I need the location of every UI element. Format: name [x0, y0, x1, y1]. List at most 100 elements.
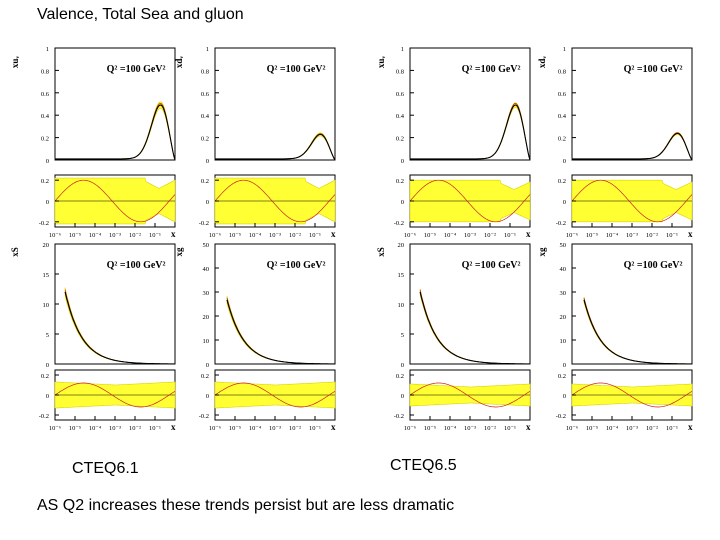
- set0-panel1-ratio-ytick-label: 0.2: [201, 178, 209, 185]
- set0-panel3-ytick-label: 10: [203, 338, 210, 345]
- set1-panel3-ytick-label: 10: [560, 338, 567, 345]
- set1-panel2-ratio-ytick-label: 0: [401, 393, 404, 400]
- set1-panel1-ratio-ytick-label: -0.2: [556, 220, 566, 227]
- set1-panel1-central-curve: [572, 132, 693, 161]
- set1-panel2-ytick-label: 5: [401, 332, 404, 339]
- set0-panel1-ytick-label: 0.8: [201, 68, 209, 75]
- set0-panel3-xtick-label: 10⁻⁵: [229, 425, 241, 432]
- set0-panel0-ytick-label: 0: [46, 158, 49, 165]
- set1-panel2-ytick-label: 20: [398, 242, 405, 249]
- set1-panel0-ratio-alt: [409, 179, 531, 223]
- set0-panel2-ratio-alt: [54, 382, 176, 408]
- set0-panel1-xtick-label: 10⁻⁶: [209, 232, 221, 239]
- set0-panel2-xtick-label: 10⁻⁶: [49, 425, 61, 432]
- set0-panel1-ytick-label: 1: [206, 46, 209, 53]
- set1-panel1-ytick-label: 0.4: [558, 113, 567, 120]
- set1-panel2-xtick-label: 10⁻⁵: [424, 425, 436, 432]
- set0-panel0-ytick-label: 0.2: [41, 136, 49, 143]
- set1-panel3-central-curve: [583, 299, 692, 365]
- set0-panel0-ytick-label: 0.4: [41, 113, 50, 120]
- set1-panel1-ratio-ytick-label: 0.2: [558, 178, 566, 185]
- set1-panel1-ytick-label: 0.6: [558, 91, 567, 98]
- set0-panel3-ytick-label: 20: [203, 314, 210, 321]
- set0-panel3-scale-label: Q² =100 GeV²: [267, 260, 326, 271]
- set0-panel2-ratio-ytick-label: 0: [46, 393, 49, 400]
- set0-panel0-ratio-alt: [54, 179, 176, 223]
- set1-panel2-ratio-ytick-label: -0.2: [394, 413, 404, 420]
- set0-panel2-ytick-label: 15: [43, 272, 50, 279]
- set0-panel1-ytick-label: 0.4: [201, 113, 210, 120]
- set1-panel1-ytick-label: 0.2: [558, 136, 566, 143]
- set1-panel1-ytick-label: 0.8: [558, 68, 566, 75]
- set1-panel2-xtick-label: 10⁻⁶: [404, 425, 416, 432]
- set0-panel1-xtick-label: 10⁻⁵: [229, 232, 241, 239]
- set0-panel0-ytick-label: 0.6: [41, 91, 50, 98]
- set0-panel3-ratio-ytick-label: 0.2: [201, 373, 209, 380]
- set1-panel3-ratio-alt: [571, 382, 693, 408]
- set0-panel0-ratio-ytick-label: -0.2: [39, 220, 49, 227]
- set0-panel2-xtick-label: 10⁻⁴: [89, 425, 102, 432]
- set1-panel3-xlabel: x: [688, 422, 693, 432]
- set1-panel2-xtick-label: 10⁻²: [484, 425, 496, 432]
- set0-panel1-ytick-label: 0.2: [201, 136, 209, 143]
- set0-panel2-xtick-label: 10⁻⁵: [69, 425, 81, 432]
- label-cteq61: CTEQ6.1: [72, 460, 139, 477]
- set0-panel3-main-frame: [214, 243, 336, 365]
- set0-panel0-scale-label: Q² =100 GeV²: [107, 64, 166, 75]
- set0-panel2-xlabel: x: [171, 422, 176, 432]
- set1-panel1-ylabel: xdᵥ: [537, 56, 547, 69]
- set0-panel1-xtick-label: 10⁻¹: [309, 232, 321, 239]
- set1-panel2-ylabel: xS: [376, 247, 386, 257]
- set0-panel0-xtick-label: 10⁻⁴: [89, 232, 102, 239]
- set0-panel0-main-frame: [54, 47, 176, 161]
- set1-panel1-ytick-label: 1: [563, 46, 566, 53]
- set1-panel3-ratio-ytick-label: 0: [563, 393, 566, 400]
- set1-panel3-xtick-label: 10⁻²: [646, 425, 658, 432]
- set0-panel2-ytick-label: 0: [46, 362, 49, 369]
- set1-panel3-ytick-label: 30: [560, 290, 567, 297]
- set0-panel2-xtick-label: 10⁻²: [129, 425, 141, 432]
- set1-panel3-xtick-label: 10⁻⁴: [606, 425, 619, 432]
- set1-panel0-scale-label: Q² =100 GeV²: [462, 64, 521, 75]
- set1-panel3-ytick-label: 20: [560, 314, 567, 321]
- set0-panel1-ratio-ytick-label: -0.2: [199, 220, 209, 227]
- set0-panel2-central-curve: [64, 291, 175, 365]
- set0-panel3-xtick-label: 10⁻¹: [309, 425, 321, 432]
- set1-panel0-ratio-ytick-label: 0: [401, 199, 404, 206]
- set1-panel3-xtick-label: 10⁻⁵: [586, 425, 598, 432]
- set0-panel2-ratio-ytick-label: -0.2: [39, 413, 49, 420]
- set0-panel0-xtick-label: 10⁻⁵: [69, 232, 81, 239]
- set1-panel3-ratio-ytick-label: -0.2: [556, 413, 566, 420]
- set0-panel0-ylabel: xuᵥ: [10, 56, 20, 69]
- set0-panel0-xtick-label: 10⁻²: [129, 232, 141, 239]
- set1-panel0-xtick-label: 10⁻²: [484, 232, 496, 239]
- set1-panel0-ytick-label: 0.2: [396, 136, 404, 143]
- set0-panel0-xtick-label: 10⁻¹: [149, 232, 161, 239]
- set0-panel0-ratio-ytick-label: 0: [46, 199, 49, 206]
- set1-panel0-ratio-ytick-label: -0.2: [394, 220, 404, 227]
- set1-panel2-ratio-ytick-label: 0.2: [396, 373, 404, 380]
- set0-panel1-ytick-label: 0.6: [201, 91, 210, 98]
- set1-panel0-xtick-label: 10⁻⁶: [404, 232, 416, 239]
- set1-panel1-ratio-ytick-label: 0: [563, 199, 566, 206]
- set0-panel0-xtick-label: 10⁻⁶: [49, 232, 61, 239]
- set0-panel2-ylabel: xS: [10, 247, 20, 257]
- page-title: Valence, Total Sea and gluon: [37, 6, 244, 23]
- caption-text: AS Q2 increases these trends persist but…: [37, 497, 455, 514]
- set1-panel0-ytick-label: 0: [401, 158, 404, 165]
- set0-panel3-ratio-ytick-label: -0.2: [199, 413, 209, 420]
- set1-panel1-xtick-label: 10⁻⁶: [566, 232, 578, 239]
- set1-panel1-main-frame: [571, 47, 693, 161]
- set1-panel0-ytick-label: 0.8: [396, 68, 404, 75]
- set0-panel0-central-curve: [55, 104, 176, 161]
- set1-panel3-ytick-label: 40: [560, 266, 567, 273]
- set1-panel2-ytick-label: 10: [398, 302, 405, 309]
- set1-panel3-ratio-ytick-label: 0.2: [558, 373, 566, 380]
- set1-panel3-scale-label: Q² =100 GeV²: [624, 260, 683, 271]
- set1-panel1-xtick-label: 10⁻⁴: [606, 232, 619, 239]
- set0-panel3-central-curve: [226, 299, 335, 365]
- set1-panel3-ylabel: xg: [537, 247, 547, 257]
- set1-panel3-xtick-label: 10⁻¹: [666, 425, 678, 432]
- set0-panel3-xtick-label: 10⁻⁶: [209, 425, 221, 432]
